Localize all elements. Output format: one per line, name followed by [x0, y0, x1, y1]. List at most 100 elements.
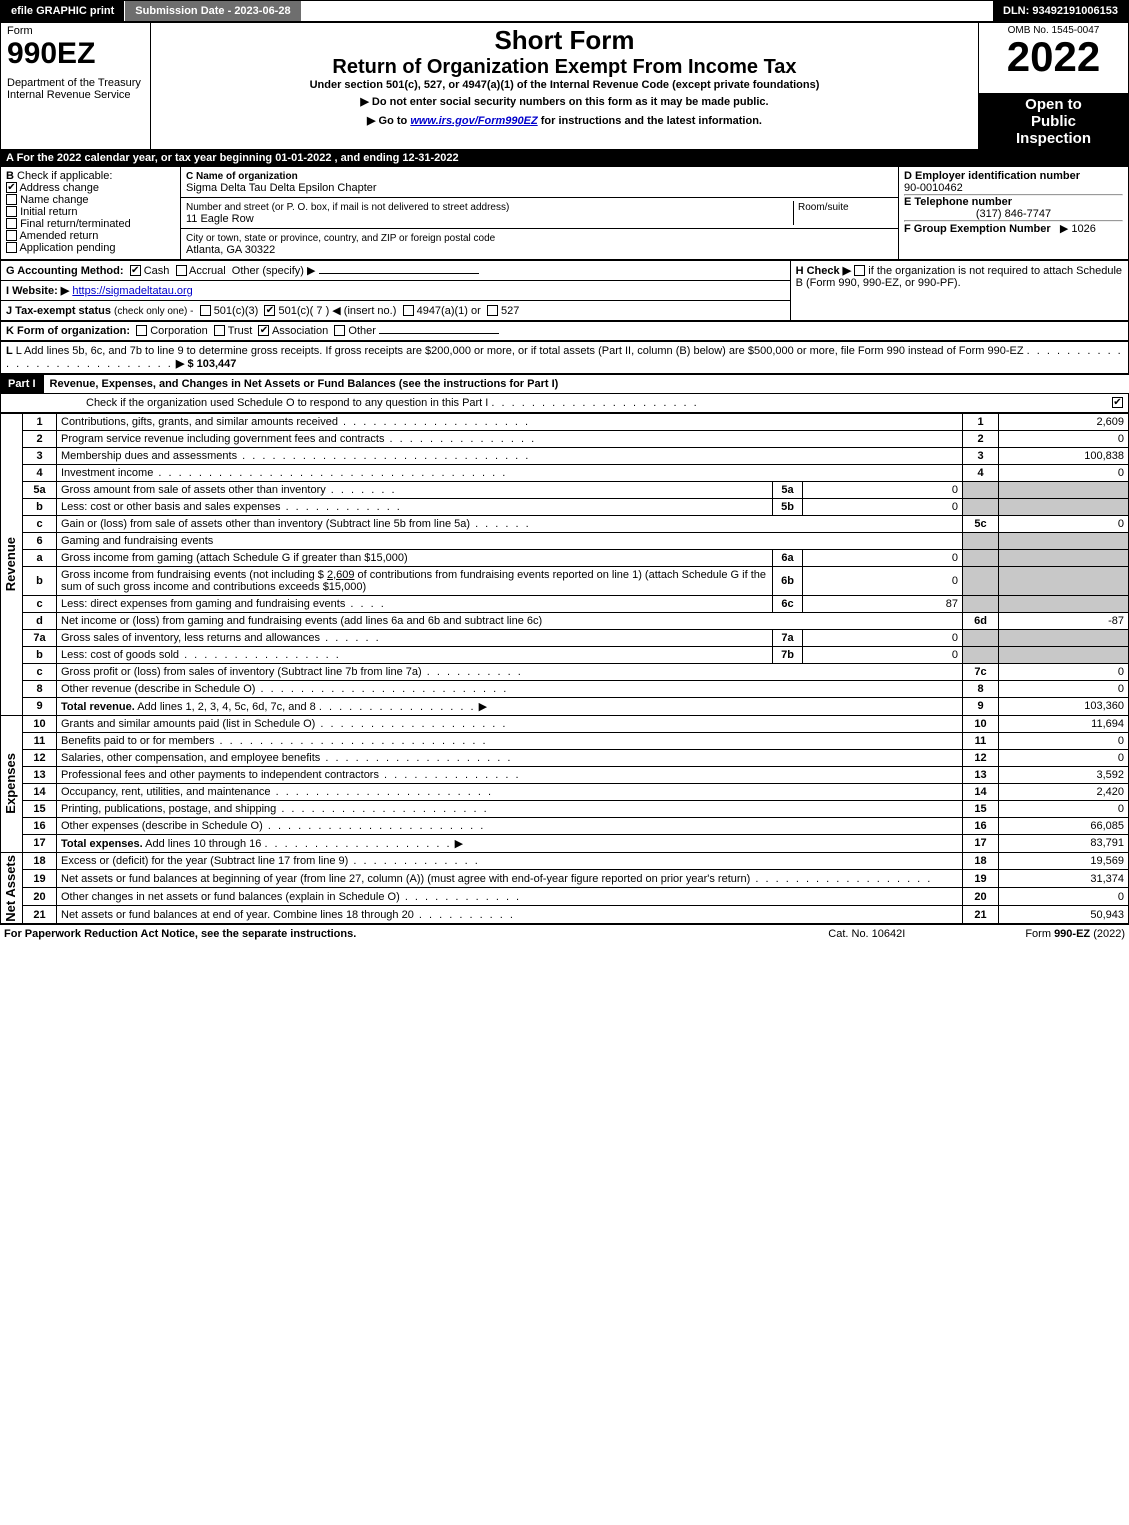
line-7a-subval: 0: [803, 629, 963, 646]
line-5a-num: 5a: [23, 481, 57, 498]
checkbox-schedule-o-part-i[interactable]: ✔: [1112, 397, 1123, 408]
checkbox-trust[interactable]: [214, 325, 225, 336]
line-9-box: 9: [963, 697, 999, 715]
line-18-box: 18: [963, 852, 999, 870]
section-l-text: L Add lines 5b, 6c, and 7b to line 9 to …: [16, 345, 1024, 357]
line-5a-desc: Gross amount from sale of assets other t…: [61, 484, 326, 496]
opt-name-change: Name change: [20, 194, 89, 206]
section-j-label: J Tax-exempt status: [6, 305, 111, 317]
checkbox-501c3[interactable]: [200, 305, 211, 316]
line-7c-desc: Gross profit or (loss) from sales of inv…: [61, 666, 422, 678]
checkbox-schedule-b[interactable]: [854, 265, 865, 276]
line-3-desc: Membership dues and assessments: [61, 450, 237, 462]
group-exemption-value: ▶ 1026: [1060, 223, 1096, 235]
line-21-desc: Net assets or fund balances at end of ye…: [61, 909, 414, 921]
line-19-value: 31,374: [999, 870, 1129, 888]
line-5c-desc: Gain or (loss) from sale of assets other…: [61, 518, 470, 530]
line-16-box: 16: [963, 817, 999, 834]
checkbox-final-return[interactable]: [6, 218, 17, 229]
line-11-value: 0: [999, 732, 1129, 749]
line-7c-num: c: [23, 663, 57, 680]
warning-goto: ▶ Go to www.irs.gov/Form990EZ for instru…: [157, 114, 972, 127]
checkbox-accrual[interactable]: [176, 265, 187, 276]
checkbox-4947[interactable]: [403, 305, 414, 316]
efile-print-button[interactable]: efile GRAPHIC print: [1, 1, 125, 21]
revenue-side-label: Revenue: [1, 535, 20, 593]
line-10-value: 11,694: [999, 715, 1129, 732]
line-18-num: 18: [23, 852, 57, 870]
opt-accrual: Accrual: [189, 265, 226, 277]
line-4-desc: Investment income: [61, 467, 153, 479]
section-k-label: K Form of organization:: [6, 325, 130, 337]
checkbox-application-pending[interactable]: [6, 242, 17, 253]
line-7a-sub: 7a: [773, 629, 803, 646]
netassets-side-label: Net Assets: [1, 853, 20, 924]
line-10-box: 10: [963, 715, 999, 732]
expenses-side-label: Expenses: [1, 751, 20, 816]
irs-link[interactable]: www.irs.gov/Form990EZ: [410, 115, 537, 127]
street-value: 11 Eagle Row: [186, 213, 254, 225]
line-6c-subval: 87: [803, 595, 963, 612]
line-6d-num: d: [23, 612, 57, 629]
section-h-text1: H Check ▶: [796, 265, 852, 277]
line-14-desc: Occupancy, rent, utilities, and maintena…: [61, 786, 271, 798]
line-1-desc: Contributions, gifts, grants, and simila…: [61, 416, 338, 428]
line-6b-num: b: [23, 566, 57, 595]
line-6b-subval: 0: [803, 566, 963, 595]
checkbox-name-change[interactable]: [6, 194, 17, 205]
opt-association: Association: [272, 325, 328, 337]
checkbox-association[interactable]: ✔: [258, 325, 269, 336]
line-4-box: 4: [963, 464, 999, 481]
line-5b-num: b: [23, 498, 57, 515]
opt-final-return: Final return/terminated: [20, 218, 131, 230]
line-18-desc: Excess or (deficit) for the year (Subtra…: [61, 855, 348, 867]
line-20-desc: Other changes in net assets or fund bala…: [61, 891, 400, 903]
checkbox-corporation[interactable]: [136, 325, 147, 336]
line-5a-subval: 0: [803, 481, 963, 498]
checkbox-address-change[interactable]: ✔: [6, 182, 17, 193]
line-17-desc: Total expenses.: [61, 838, 143, 850]
website-link[interactable]: https://sigmadeltatau.org: [72, 285, 192, 297]
identity-block: B Check if applicable: ✔ Address change …: [0, 166, 1129, 260]
line-17-value: 83,791: [999, 834, 1129, 852]
line-7c-box: 7c: [963, 663, 999, 680]
accounting-block: G Accounting Method: ✔ Cash Accrual Othe…: [0, 260, 1129, 321]
opt-4947: 4947(a)(1) or: [417, 305, 481, 317]
checkbox-527[interactable]: [487, 305, 498, 316]
line-15-desc: Printing, publications, postage, and shi…: [61, 803, 276, 815]
line-7b-sub: 7b: [773, 646, 803, 663]
checkbox-initial-return[interactable]: [6, 206, 17, 217]
line-5a-sub: 5a: [773, 481, 803, 498]
checkbox-amended-return[interactable]: [6, 230, 17, 241]
footer-right: Form 990-EZ (2022): [1025, 928, 1125, 940]
line-14-box: 14: [963, 783, 999, 800]
checkbox-other-org[interactable]: [334, 325, 345, 336]
part-i-title: Revenue, Expenses, and Changes in Net As…: [44, 375, 1129, 393]
line-7b-subval: 0: [803, 646, 963, 663]
ein-value: 90-0010462: [904, 182, 1123, 194]
line-12-num: 12: [23, 749, 57, 766]
line-15-box: 15: [963, 800, 999, 817]
line-21-box: 21: [963, 906, 999, 924]
line-5b-desc: Less: cost or other basis and sales expe…: [61, 501, 281, 513]
line-11-num: 11: [23, 732, 57, 749]
city-value: Atlanta, GA 30322: [186, 244, 275, 256]
top-bar: efile GRAPHIC print Submission Date - 20…: [0, 0, 1129, 22]
line-6b-amount: 2,609: [327, 569, 355, 581]
check-if-applicable: Check if applicable:: [17, 170, 112, 182]
org-name: Sigma Delta Tau Delta Epsilon Chapter: [186, 182, 377, 194]
line-20-box: 20: [963, 888, 999, 906]
line-11-box: 11: [963, 732, 999, 749]
label-group-exemption: F Group Exemption Number: [904, 223, 1051, 235]
label-room: Room/suite: [798, 202, 849, 213]
section-b-label: B: [6, 170, 14, 182]
line-2-num: 2: [23, 430, 57, 447]
checkbox-cash[interactable]: ✔: [130, 265, 141, 276]
label-ein: D Employer identification number: [904, 170, 1123, 182]
checkbox-501c[interactable]: ✔: [264, 305, 275, 316]
line-6d-box: 6d: [963, 612, 999, 629]
opt-trust: Trust: [228, 325, 253, 337]
line-6-desc: Gaming and fundraising events: [61, 535, 213, 547]
line-1-num: 1: [23, 413, 57, 430]
line-16-desc: Other expenses (describe in Schedule O): [61, 820, 263, 832]
